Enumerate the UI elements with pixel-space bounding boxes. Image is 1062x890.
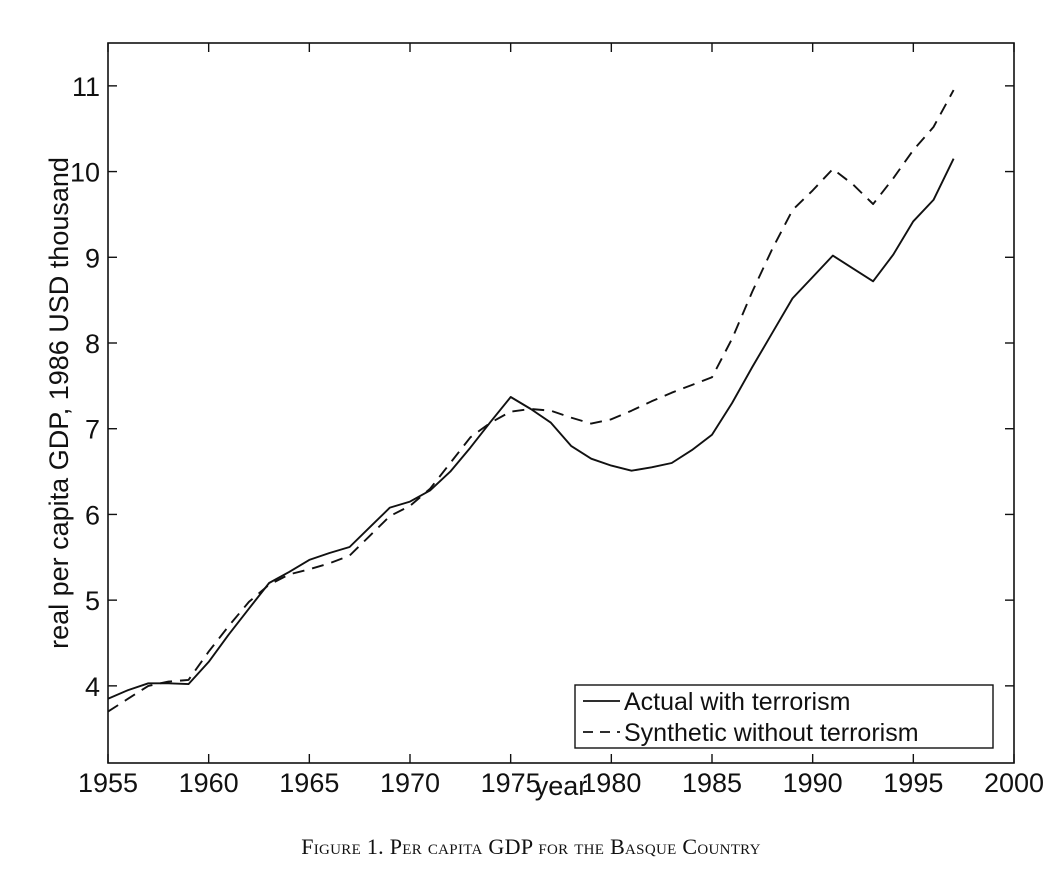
plot-area xyxy=(108,43,1014,763)
y-tick-label-8: 8 xyxy=(85,329,100,359)
series-line-actual xyxy=(107,158,955,700)
y-tick-label-9: 9 xyxy=(85,243,100,273)
x-tick-label-1975: 1975 xyxy=(481,768,541,798)
x-tick-label-1960: 1960 xyxy=(179,768,239,798)
legend: Actual with terrorism Synthetic without … xyxy=(574,684,994,749)
series-layer xyxy=(107,89,955,713)
y-tick-label-11: 11 xyxy=(72,72,100,102)
y-tick-label-4: 4 xyxy=(85,672,100,702)
figure-caption: Figure 1. Per capita GDP for the Basque … xyxy=(301,834,761,859)
plot-frame xyxy=(107,42,1015,764)
y-axis-label: real per capita GDP, 1986 USD thousand xyxy=(44,157,74,649)
x-axis-label: year xyxy=(535,771,588,801)
y-axis-ticks: 4 5 6 7 8 9 10 11 xyxy=(70,72,1014,702)
legend-label-actual: Actual with terrorism xyxy=(624,688,850,716)
x-tick-label-1990: 1990 xyxy=(783,768,843,798)
x-tick-label-1970: 1970 xyxy=(380,768,440,798)
y-tick-label-5: 5 xyxy=(85,586,100,616)
x-tick-label-1980: 1980 xyxy=(581,768,641,798)
legend-label-synthetic: Synthetic without terrorism xyxy=(624,719,919,747)
x-axis-ticks: 1955 1960 1965 1970 1975 1980 1985 1990 1995 2000 xyxy=(78,43,1044,798)
x-tick-label-2000: 2000 xyxy=(984,768,1044,798)
legend-box xyxy=(574,684,994,749)
x-tick-label-1965: 1965 xyxy=(279,768,339,798)
y-tick-label-10: 10 xyxy=(70,158,100,188)
series-line-synthetic xyxy=(107,89,955,713)
x-tick-label-1955: 1955 xyxy=(78,768,138,798)
x-tick-label-1995: 1995 xyxy=(883,768,943,798)
y-tick-label-6: 6 xyxy=(85,500,100,530)
y-tick-label-7: 7 xyxy=(85,415,100,445)
x-tick-label-1985: 1985 xyxy=(682,768,742,798)
